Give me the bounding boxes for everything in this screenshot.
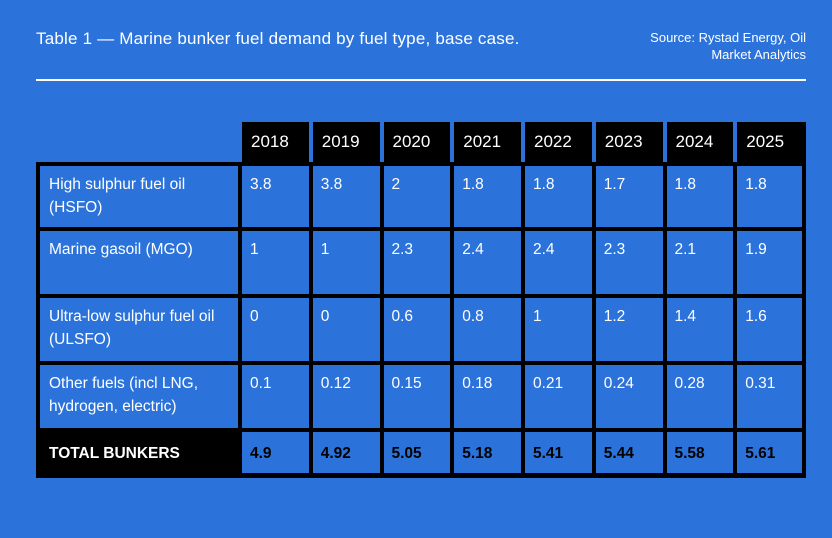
cell-value: 0.6 xyxy=(381,296,453,363)
header-divider xyxy=(36,79,806,81)
cell-value: 1.4 xyxy=(664,296,736,363)
cell-value: 0.1 xyxy=(240,363,311,430)
page-title: Table 1 — Marine bunker fuel demand by f… xyxy=(36,29,520,48)
cell-value: 1.6 xyxy=(735,296,806,363)
cell-value: 2.1 xyxy=(664,229,736,296)
cell-value: 1 xyxy=(240,229,311,296)
total-cell-value: 5.61 xyxy=(735,430,806,478)
table-row-mgo: Marine gasoil (MGO) 1 1 2.3 2.4 2.4 2.3 … xyxy=(36,229,806,296)
bunker-demand-table: 2018 2019 2020 2021 2022 2023 2024 2025 … xyxy=(36,122,806,478)
source-line-2: Market Analytics xyxy=(711,47,806,62)
row-label: Marine gasoil (MGO) xyxy=(36,229,240,296)
column-header-2024: 2024 xyxy=(665,122,736,162)
total-cell-value: 5.41 xyxy=(523,430,594,478)
cell-value: 0 xyxy=(240,296,311,363)
cell-value: 0.31 xyxy=(735,363,806,430)
cell-value: 2.4 xyxy=(452,229,523,296)
column-header-2023: 2023 xyxy=(594,122,665,162)
table-row-other-fuels: Other fuels (incl LNG, hydrogen, electri… xyxy=(36,363,806,430)
total-cell-value: 5.44 xyxy=(593,430,665,478)
cell-value: 1.8 xyxy=(735,162,806,229)
cell-value: 1 xyxy=(310,229,382,296)
cell-value: 0.21 xyxy=(523,363,594,430)
cell-value: 0.15 xyxy=(381,363,453,430)
source-line-1: Source: Rystad Energy, Oil xyxy=(650,30,806,45)
cell-value: 1.8 xyxy=(523,162,594,229)
cell-value: 0.28 xyxy=(664,363,736,430)
cell-value: 0.18 xyxy=(452,363,523,430)
cell-value: 0.12 xyxy=(310,363,382,430)
cell-value: 2.3 xyxy=(381,229,453,296)
column-header-2021: 2021 xyxy=(452,122,523,162)
cell-value: 2.3 xyxy=(593,229,665,296)
cell-value: 1.9 xyxy=(735,229,806,296)
column-header-2018: 2018 xyxy=(240,122,311,162)
cell-value: 3.8 xyxy=(240,162,311,229)
cell-value: 0 xyxy=(310,296,382,363)
column-header-2019: 2019 xyxy=(311,122,382,162)
total-row: TOTAL BUNKERS 4.9 4.92 5.05 5.18 5.41 5.… xyxy=(36,430,806,478)
total-row-label: TOTAL BUNKERS xyxy=(36,430,240,478)
cell-value: 0.24 xyxy=(593,363,665,430)
row-label: High sulphur fuel oil (HSFO) xyxy=(36,162,240,229)
cell-value: 2 xyxy=(381,162,453,229)
column-header-2022: 2022 xyxy=(523,122,594,162)
total-cell-value: 4.92 xyxy=(310,430,382,478)
table-row-hsfo: High sulphur fuel oil (HSFO) 3.8 3.8 2 1… xyxy=(36,162,806,229)
total-cell-value: 5.18 xyxy=(452,430,523,478)
cell-value: 1 xyxy=(523,296,594,363)
total-cell-value: 5.05 xyxy=(381,430,453,478)
row-label: Other fuels (incl LNG, hydrogen, electri… xyxy=(36,363,240,430)
cell-value: 3.8 xyxy=(310,162,382,229)
cell-value: 1.2 xyxy=(593,296,665,363)
cell-value: 1.8 xyxy=(664,162,736,229)
total-cell-value: 5.58 xyxy=(664,430,736,478)
cell-value: 0.8 xyxy=(452,296,523,363)
cell-value: 2.4 xyxy=(523,229,594,296)
column-header-2020: 2020 xyxy=(382,122,453,162)
source-note: Source: Rystad Energy, Oil Market Analyt… xyxy=(650,29,806,63)
cell-value: 1.7 xyxy=(593,162,665,229)
row-label: Ultra-low sulphur fuel oil (ULSFO) xyxy=(36,296,240,363)
table-row-ulsfo: Ultra-low sulphur fuel oil (ULSFO) 0 0 0… xyxy=(36,296,806,363)
year-header-row: 2018 2019 2020 2021 2022 2023 2024 2025 xyxy=(36,122,806,162)
cell-value: 1.8 xyxy=(452,162,523,229)
column-header-2025: 2025 xyxy=(735,122,806,162)
corner-cell xyxy=(36,122,240,162)
total-cell-value: 4.9 xyxy=(240,430,311,478)
